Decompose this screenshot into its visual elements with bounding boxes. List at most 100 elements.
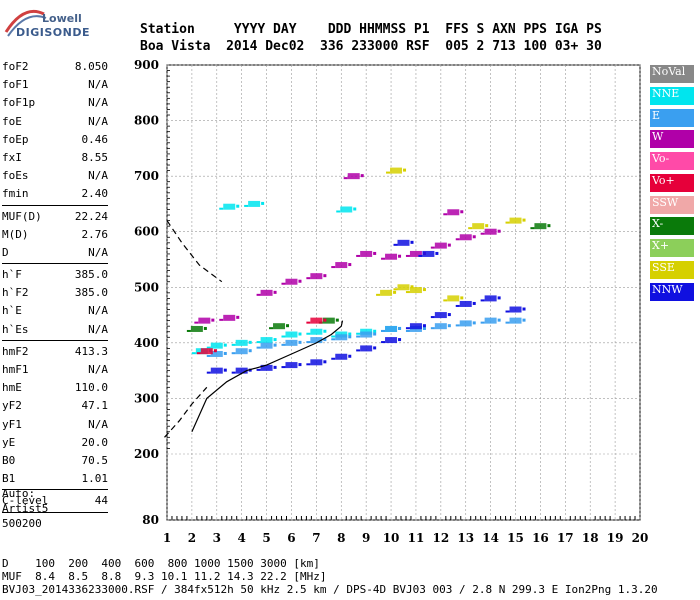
echo-point xyxy=(343,177,348,180)
param-row: hmE 110.0 xyxy=(2,379,108,397)
echo-point xyxy=(310,273,323,280)
echo-point xyxy=(393,243,398,246)
param-name: B1 xyxy=(2,472,16,486)
echo-point xyxy=(348,354,352,358)
echo-point xyxy=(323,274,327,278)
echo-point xyxy=(447,324,451,328)
echo-point xyxy=(273,323,286,330)
auto-label: Auto: xyxy=(2,487,36,500)
echo-point xyxy=(231,352,236,355)
echo-point xyxy=(286,324,290,328)
echo-point xyxy=(206,371,211,374)
param-row: D N/A xyxy=(2,244,108,262)
echo-point xyxy=(360,331,373,338)
echo-point xyxy=(298,363,302,367)
legend-item: X+ xyxy=(650,239,694,257)
echo-point xyxy=(385,325,398,332)
echo-point xyxy=(223,203,236,210)
legend-item: W xyxy=(650,130,694,149)
param-row: h`Es N/A xyxy=(2,321,108,339)
param-row: yF1 N/A xyxy=(2,416,108,434)
logo-lowell-text: Lowell xyxy=(42,12,82,25)
echo-point xyxy=(248,340,252,344)
logo-arc-icon xyxy=(4,9,47,37)
echo-point xyxy=(231,343,236,346)
echo-point xyxy=(235,348,248,355)
param-name: h`Es xyxy=(2,322,29,336)
echo-point xyxy=(281,366,286,369)
param-name: C-level xyxy=(2,494,49,508)
echo-point xyxy=(397,284,410,291)
echo-point xyxy=(447,243,451,247)
x-tick-label: 1 xyxy=(163,531,171,545)
echo-point xyxy=(210,350,223,357)
echo-point xyxy=(534,223,547,230)
autoscaling-info: Auto: Artist5 500200 xyxy=(2,486,48,531)
param-row: MUF(D) 22.24 xyxy=(2,208,108,226)
echo-point xyxy=(381,341,386,344)
echo-point xyxy=(430,316,435,319)
param-name: M(D) xyxy=(2,227,29,241)
station-header: Station YYYY DAY DDD HHMMSS P1 FFS S AXN… xyxy=(140,21,602,55)
param-name: h`F xyxy=(2,268,22,282)
echo-point xyxy=(235,339,248,346)
echo-point xyxy=(223,343,227,347)
echo-point xyxy=(522,218,526,222)
param-row: h`F 385.0 xyxy=(2,266,108,284)
echo-point xyxy=(485,224,489,228)
echo-point xyxy=(306,321,311,324)
echo-point xyxy=(323,318,327,322)
echo-point xyxy=(509,306,522,313)
echo-point xyxy=(260,364,273,371)
echo-point xyxy=(373,346,377,350)
echo-point xyxy=(460,210,464,214)
echo-point xyxy=(236,315,240,319)
echo-point xyxy=(418,254,423,257)
param-name: MUF(D) xyxy=(2,209,42,223)
echo-point xyxy=(455,304,460,307)
param-name: yE xyxy=(2,435,16,449)
param-row: yF2 47.1 xyxy=(2,397,108,415)
echo-point xyxy=(360,250,373,257)
x-tick-label: 2 xyxy=(188,531,196,545)
x-tick-label: 3 xyxy=(213,531,221,545)
legend-item: SSW xyxy=(650,195,694,214)
echo-point xyxy=(460,296,464,300)
echo-point xyxy=(398,326,402,330)
echo-point xyxy=(484,228,497,235)
param-value: 385.0 xyxy=(74,268,108,282)
auto-program: Artist5 xyxy=(2,502,49,515)
param-row: yE 20.0 xyxy=(2,434,108,452)
param-value: 110.0 xyxy=(74,381,108,395)
param-name: fxI xyxy=(2,150,22,164)
echo-point xyxy=(335,334,348,341)
echo-point xyxy=(360,174,364,178)
echo-point xyxy=(348,263,352,267)
echo-point xyxy=(248,200,261,207)
echo-point xyxy=(348,332,352,336)
param-value: 413.3 xyxy=(74,344,108,358)
x-tick-label: 10 xyxy=(383,531,400,545)
footer-distance-row: D 100 200 400 600 800 1000 1500 3000 [km… xyxy=(2,557,320,570)
param-value: 2.76 xyxy=(81,227,109,241)
x-tick-label: 6 xyxy=(287,531,295,545)
echo-point xyxy=(285,331,298,338)
echo-point xyxy=(261,201,265,205)
echo-point xyxy=(393,290,397,294)
echo-point xyxy=(381,329,386,332)
param-divider xyxy=(2,263,108,265)
param-row: foF1p N/A xyxy=(2,94,108,112)
echo-point xyxy=(443,213,448,216)
param-divider xyxy=(2,511,108,513)
echo-point xyxy=(310,337,323,344)
echo-point xyxy=(298,340,302,344)
echo-point xyxy=(206,354,211,357)
echo-point xyxy=(497,318,501,322)
param-name: hmF2 xyxy=(2,344,29,358)
echo-point xyxy=(398,338,402,342)
echo-point xyxy=(484,317,497,324)
param-row: fmin 2.40 xyxy=(2,185,108,203)
echo-point xyxy=(497,296,501,300)
echo-point xyxy=(306,363,311,366)
